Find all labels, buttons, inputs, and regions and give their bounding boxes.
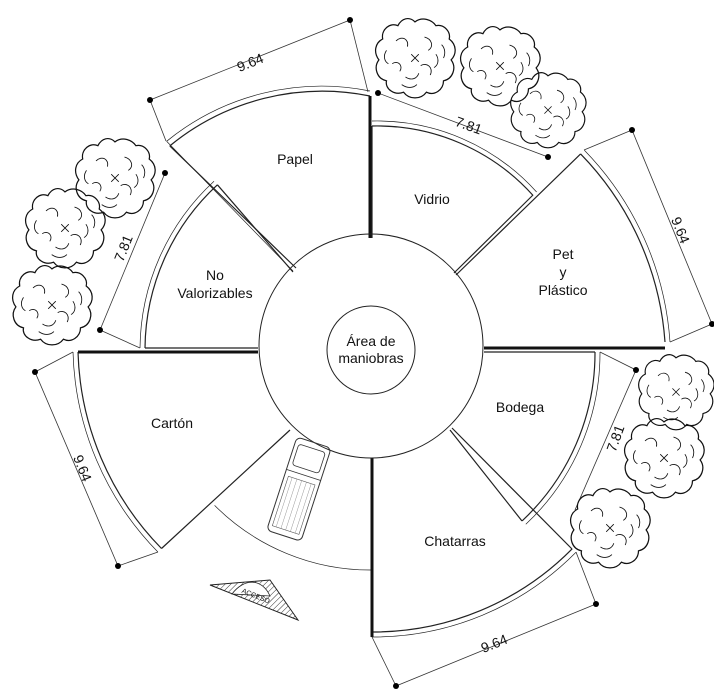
center-label-line1: Área de (346, 333, 395, 349)
tree-icon (374, 17, 456, 99)
sector-label-no-val-1: No (206, 267, 224, 283)
sector-label-bodega: Bodega (496, 399, 544, 415)
tree-icon (24, 187, 106, 269)
tree-icons (11, 17, 714, 569)
sector-label-no-val-2: Valorizables (177, 285, 252, 301)
tree-icon (459, 25, 541, 107)
sector-label-carton: Cartón (151, 415, 193, 431)
dim-right-inner: 7.81 (603, 423, 627, 454)
sector-label-pet-1: Pet (552, 246, 573, 262)
sector-label-chatarras: Chatarras (424, 533, 485, 549)
sector-label-pet-3: Plástico (538, 282, 587, 298)
tree-icon (11, 264, 93, 346)
tree-icon (510, 72, 587, 149)
maneuver-area: Área de maniobras (258, 233, 484, 459)
tree-icon (638, 354, 714, 431)
truck-icon (267, 437, 331, 541)
sector-label-pet-2: y (560, 264, 567, 280)
dim-top-right-inner: 7.81 (453, 113, 484, 137)
tree-icon (569, 487, 651, 569)
dim-left: 9.64 (70, 452, 95, 483)
tree-icon (623, 417, 705, 499)
sector-labels: Papel Vidrio Pet y Plástico Bodega Chata… (151, 151, 588, 549)
access-ramp: ACCESO (209, 579, 300, 622)
dim-left-inner: 7.81 (111, 232, 136, 263)
dim-top: 9.64 (234, 50, 265, 75)
sector-label-vidrio: Vidrio (414, 191, 450, 207)
center-label-line2: maniobras (338, 350, 403, 366)
tree-icon (74, 137, 156, 219)
dim-right: 9.64 (668, 214, 693, 245)
dim-bottom: 9.64 (478, 631, 509, 656)
radial-walls (78, 96, 665, 637)
sector-label-papel: Papel (277, 151, 313, 167)
sector-walls (72, 85, 671, 638)
